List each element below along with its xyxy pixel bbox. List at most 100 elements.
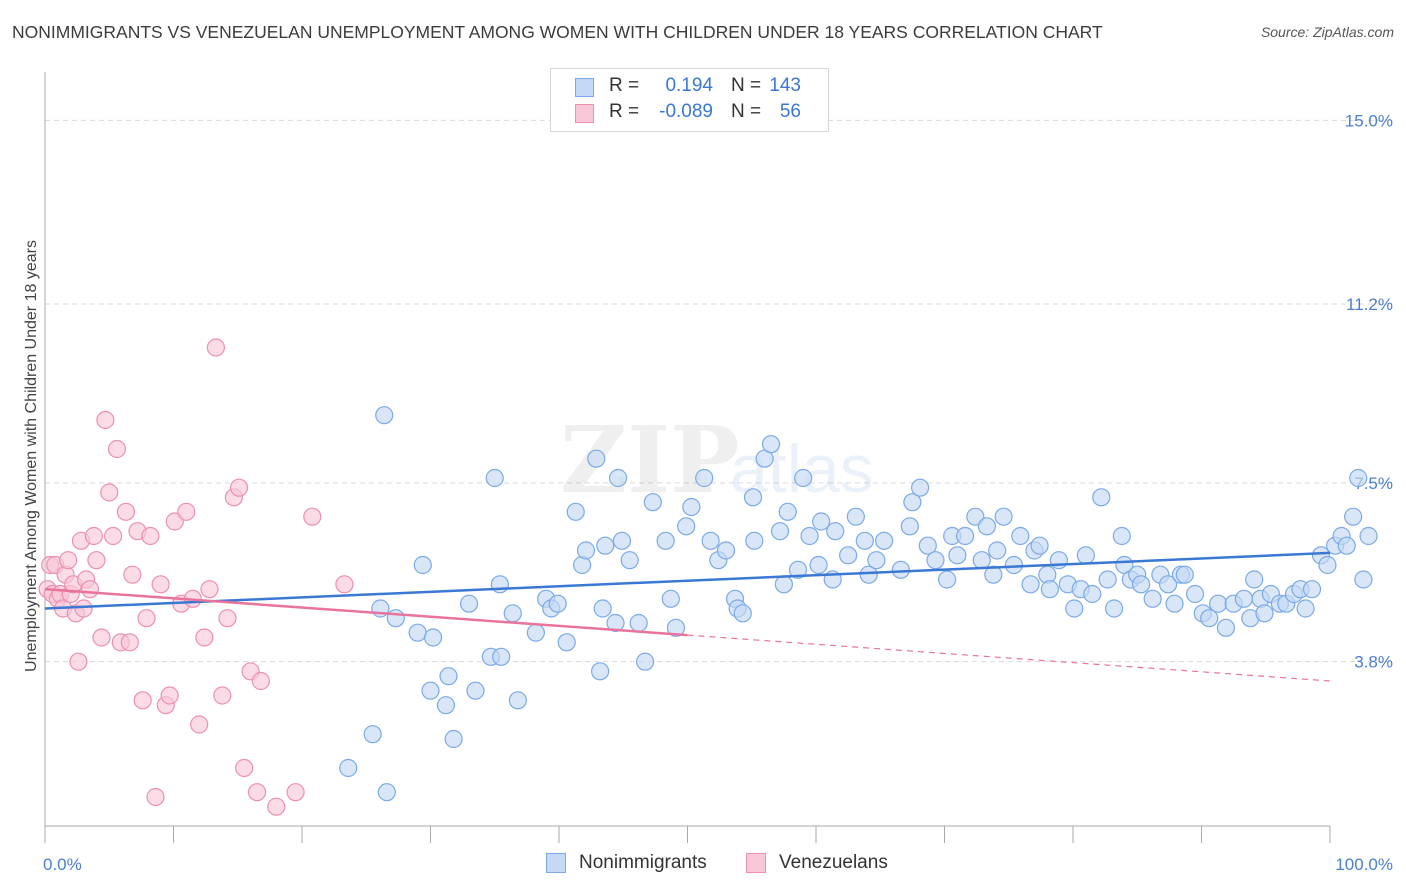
data-point — [859, 565, 878, 584]
data-point — [1004, 555, 1023, 575]
data-point — [855, 531, 874, 550]
watermark: ZIP atlas — [560, 406, 874, 514]
data-point — [972, 551, 991, 570]
data-point — [609, 468, 628, 488]
data-point — [809, 555, 828, 575]
data-point — [1021, 575, 1040, 594]
data-point — [335, 575, 354, 594]
r-value: -0.089 — [659, 101, 713, 122]
data-point — [984, 565, 1003, 584]
data-point — [492, 647, 511, 666]
data-point — [1209, 594, 1228, 613]
data-point — [1349, 468, 1368, 488]
chart-title: NONIMMIGRANTS VS VENEZUELAN UNEMPLOYMENT… — [12, 22, 1103, 42]
data-point — [177, 502, 196, 521]
data-point — [1200, 609, 1219, 628]
data-point — [386, 609, 405, 628]
legend-swatch-nonimmigrants — [575, 78, 594, 97]
data-point — [682, 497, 701, 517]
data-point — [994, 507, 1013, 526]
y-tick-label: 15.0% — [1345, 111, 1393, 130]
data-point — [557, 633, 576, 652]
data-point — [677, 517, 696, 536]
data-point — [1185, 584, 1205, 604]
data-point — [656, 531, 675, 550]
data-point — [303, 507, 322, 526]
r-label: R = — [609, 101, 640, 122]
n-value: 56 — [779, 101, 801, 122]
data-point — [770, 522, 790, 541]
x-tick-label-max: 100.0% — [1335, 855, 1393, 874]
data-point — [1216, 618, 1236, 637]
data-point — [761, 435, 781, 454]
data-point — [745, 531, 764, 550]
data-point — [812, 512, 831, 531]
legend-swatch-nonimmigrants — [546, 853, 566, 873]
data-point — [794, 468, 813, 488]
data-point — [948, 546, 967, 565]
data-point — [743, 488, 763, 507]
data-point — [195, 628, 214, 647]
data-point — [1158, 575, 1178, 594]
data-point — [151, 575, 170, 594]
data-point — [926, 551, 945, 570]
data-point — [247, 783, 267, 802]
data-point — [1344, 507, 1363, 526]
data-point — [229, 478, 249, 497]
data-point — [1076, 546, 1095, 565]
data-point — [120, 633, 139, 652]
data-point — [137, 609, 156, 628]
data-point — [1255, 604, 1274, 623]
data-point — [1234, 589, 1254, 608]
data-point — [1302, 580, 1322, 599]
legend-swatch-venezuelans — [575, 104, 594, 123]
data-point — [1105, 599, 1124, 618]
data-point — [508, 691, 527, 710]
data-point — [107, 439, 127, 459]
data-point — [339, 758, 358, 778]
n-value: 143 — [769, 75, 801, 96]
data-point — [900, 517, 919, 536]
data-point — [146, 787, 165, 807]
data-point — [100, 483, 119, 502]
data-point — [413, 555, 432, 575]
data-point — [218, 609, 237, 628]
data-point — [733, 604, 752, 623]
data-point — [235, 758, 254, 778]
data-point — [548, 594, 567, 613]
data-point — [200, 580, 219, 599]
data-point — [251, 671, 270, 691]
data-point — [661, 589, 680, 608]
r-label: R = — [609, 75, 640, 96]
data-point — [937, 570, 957, 589]
data-point — [526, 623, 545, 642]
data-point — [875, 531, 894, 550]
data-point — [436, 696, 456, 715]
data-point — [444, 729, 463, 749]
data-point — [439, 667, 458, 686]
data-point — [104, 526, 123, 546]
data-point — [1318, 555, 1337, 575]
series-venezuelans-points — [38, 338, 354, 816]
data-point — [377, 783, 396, 802]
y-tick-label: 11.2% — [1346, 295, 1393, 314]
data-point — [1165, 594, 1184, 613]
data-point — [133, 691, 152, 710]
data-point — [800, 526, 819, 546]
data-point — [363, 725, 382, 744]
data-point — [80, 580, 100, 599]
data-point — [408, 623, 427, 642]
data-point — [213, 686, 232, 705]
n-label: N = — [731, 101, 762, 122]
data-point — [1040, 580, 1059, 599]
data-point — [160, 686, 179, 705]
data-point — [1098, 570, 1117, 589]
y-axis-title: Unemployment Among Women with Children U… — [23, 240, 40, 672]
trend-lines — [44, 551, 1331, 682]
data-point — [910, 478, 930, 497]
data-point — [716, 541, 736, 560]
data-point — [123, 565, 142, 584]
data-point — [190, 715, 209, 734]
axes — [44, 72, 1331, 843]
data-point — [591, 662, 610, 681]
